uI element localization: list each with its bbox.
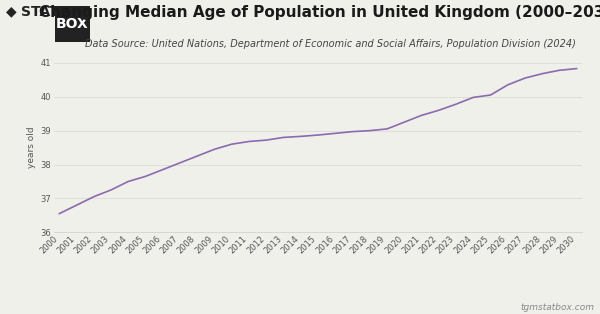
Text: STAT: STAT xyxy=(21,5,59,19)
Text: BOX: BOX xyxy=(56,17,89,31)
Legend: United Kingdom: United Kingdom xyxy=(268,313,368,314)
Text: tgmstatbox.com: tgmstatbox.com xyxy=(520,303,594,312)
Y-axis label: years old: years old xyxy=(28,127,37,168)
Text: Changing Median Age of Population in United Kingdom (2000–2030): Changing Median Age of Population in Uni… xyxy=(38,5,600,20)
Text: Data Source: United Nations, Department of Economic and Social Affairs, Populati: Data Source: United Nations, Department … xyxy=(85,39,575,49)
Text: ◆: ◆ xyxy=(6,5,17,19)
